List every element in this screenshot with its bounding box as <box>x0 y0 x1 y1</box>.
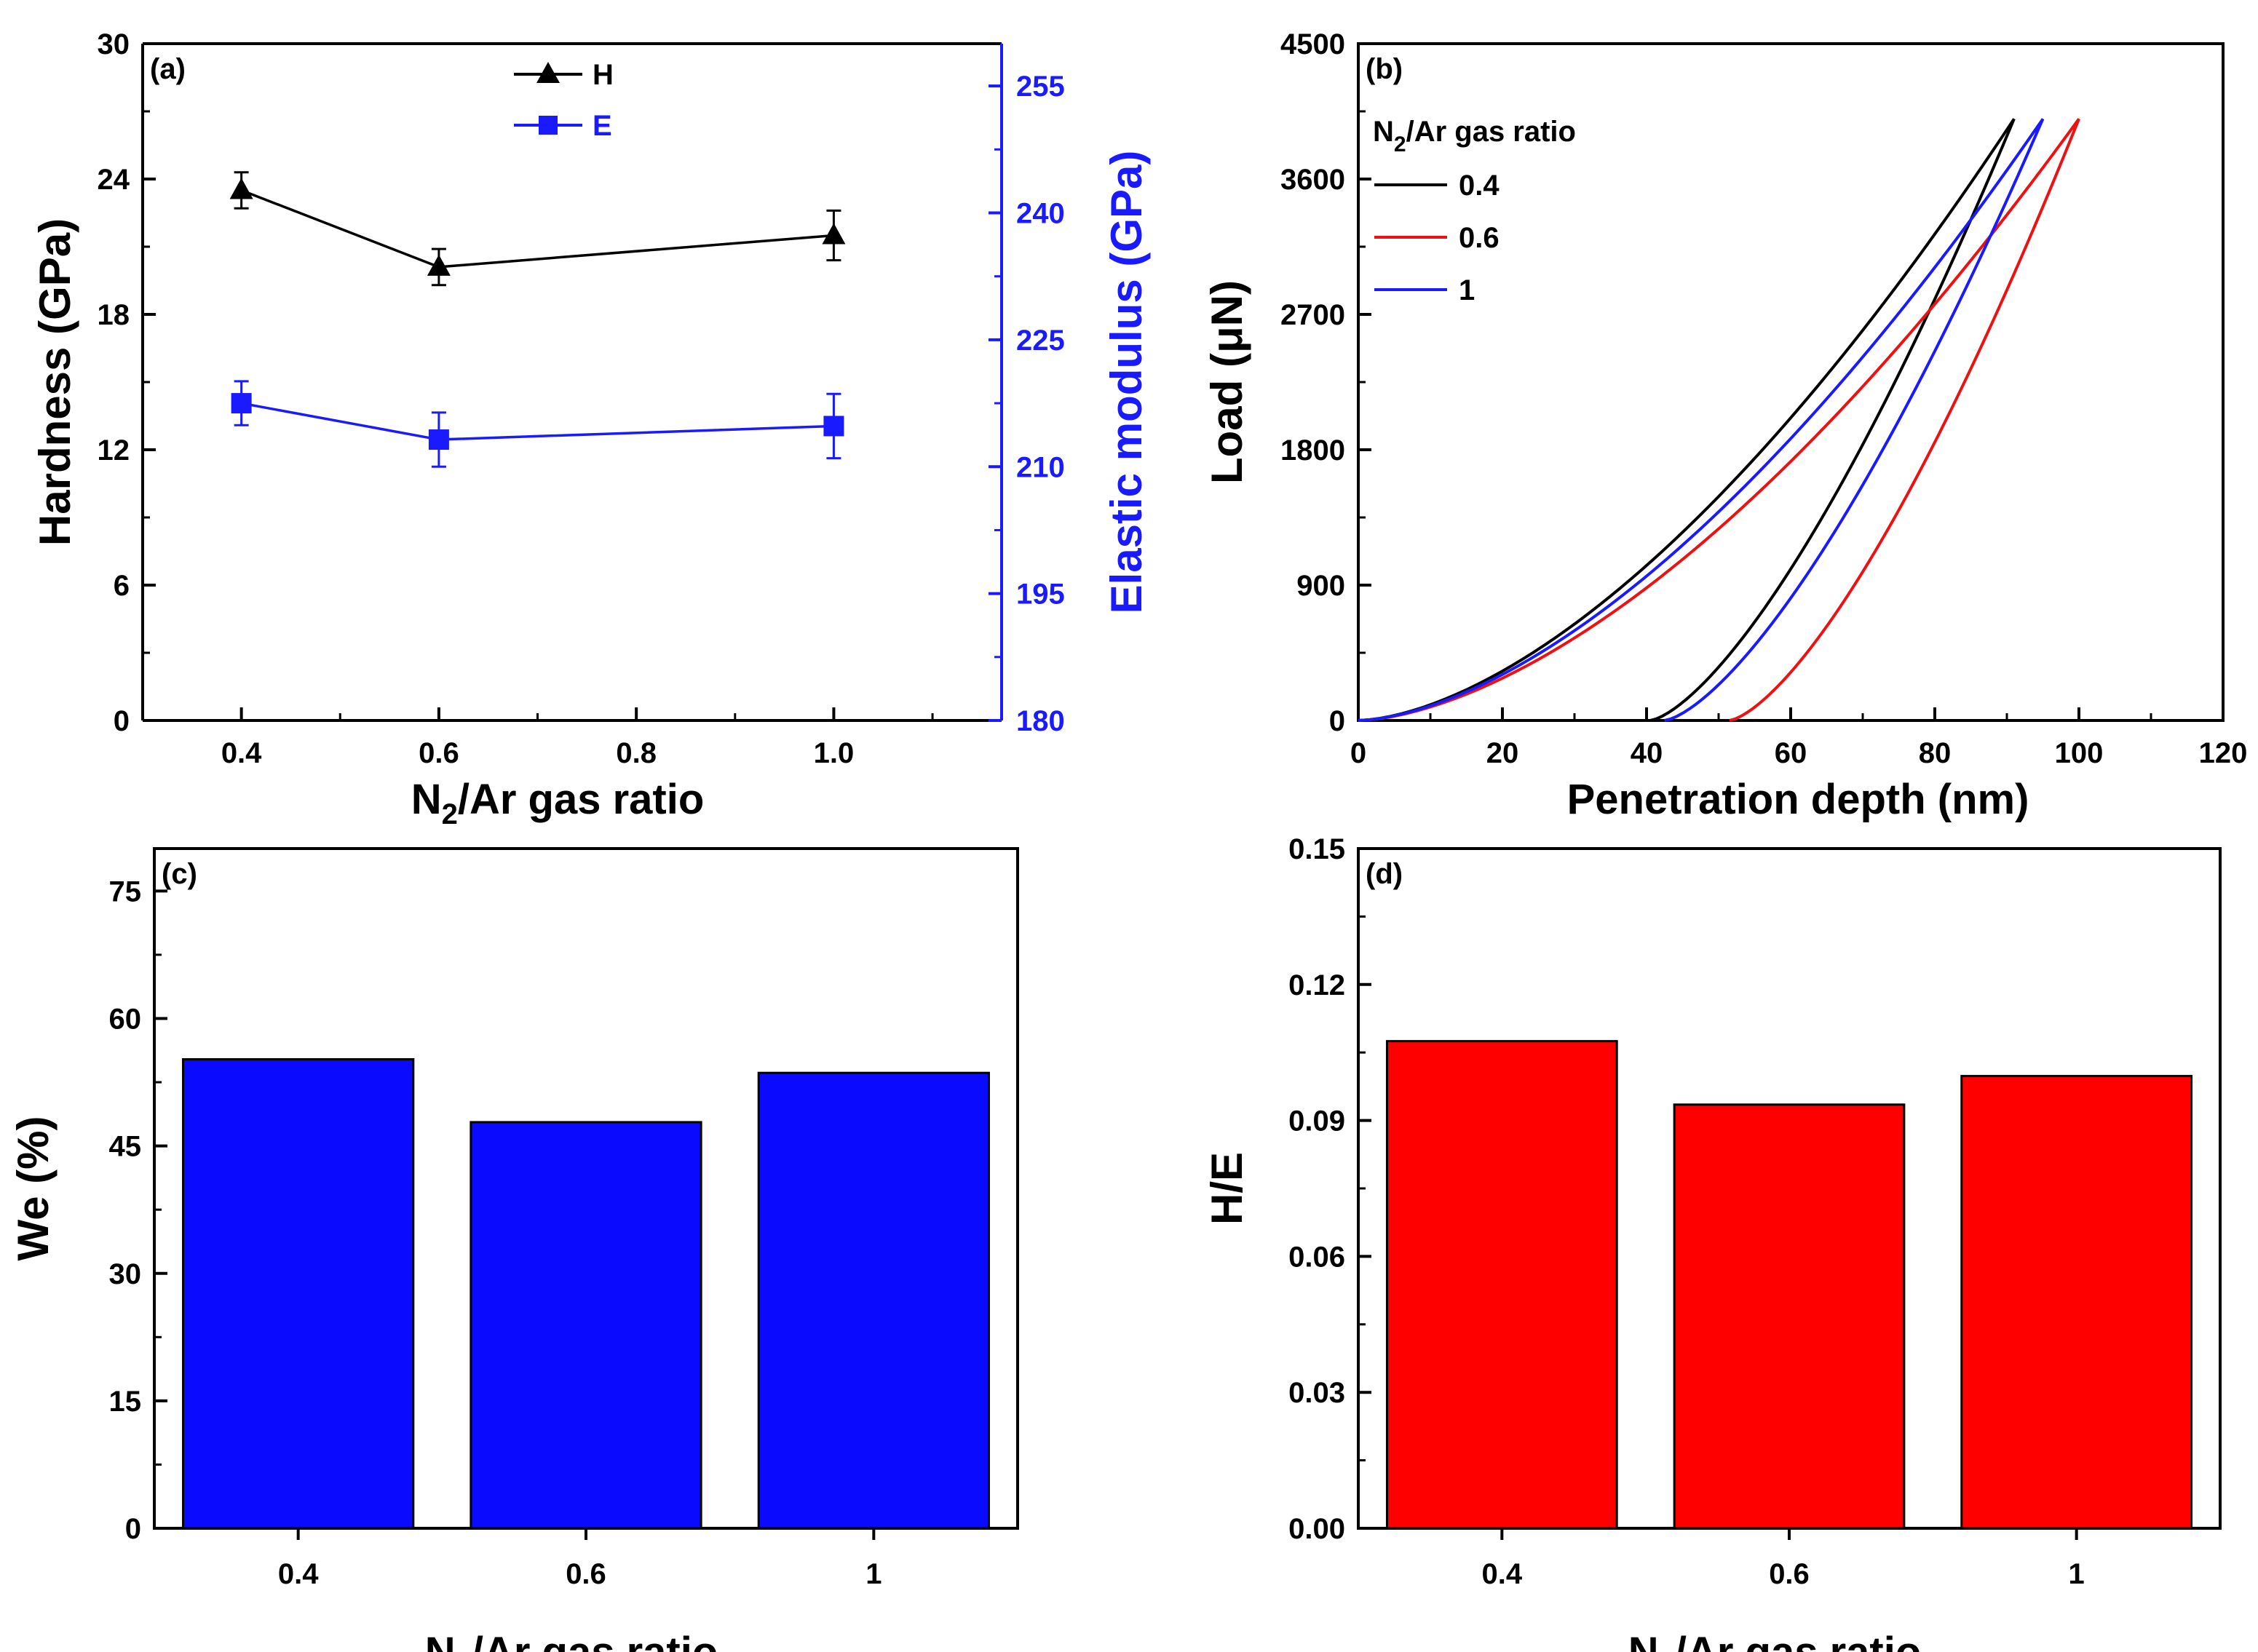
b-ytick-label: 900 <box>1296 570 1345 602</box>
b-legend-label-1: 1 <box>1459 274 1475 306</box>
c-xtick-label: 0.4 <box>278 1558 319 1590</box>
b-xtick-label: 40 <box>1631 737 1663 769</box>
a-ytick-label: 12 <box>98 434 130 466</box>
c-ytick-label: 45 <box>109 1131 142 1163</box>
d-panel-label: (d) <box>1366 858 1403 890</box>
d-ytick-label: 0.03 <box>1288 1377 1345 1409</box>
d-bar-0.4 <box>1385 1040 1618 1530</box>
c-ytick-label: 30 <box>109 1258 142 1290</box>
panel-c: 0 15 30 45 60 75 0.4 0.6 1 (c) We (%) N2/Ar gas rat… <box>9 847 1019 1652</box>
b-xtick-label: 120 <box>2199 737 2248 769</box>
c-bar-0.4 <box>182 1058 415 1530</box>
panel-b: 0 900 1800 2700 3600 4500 0 20 40 60 80 100 120 N2/Ar… <box>1203 28 2247 823</box>
a-point-H <box>427 254 451 276</box>
b-legend-label-0.4: 0.4 <box>1459 170 1500 202</box>
d-ytick-label: 0.06 <box>1288 1241 1345 1273</box>
c-ytick-label: 75 <box>109 875 142 908</box>
a-line-E <box>241 402 834 441</box>
c-panel-label: (c) <box>162 858 197 890</box>
a-ytick-label: 0 <box>114 705 130 737</box>
d-bar-1 <box>1960 1075 2193 1530</box>
b-xlabel: Penetration depth (nm) <box>1567 776 2029 823</box>
c-ytick-label: 15 <box>109 1386 142 1418</box>
b-xtick-label: 100 <box>2055 737 2104 769</box>
c-ylabel: We (%) <box>9 1116 58 1261</box>
a-point-E <box>428 429 449 450</box>
a-point-H <box>822 223 846 245</box>
a-point-H <box>229 178 253 199</box>
a-point-E <box>823 416 844 437</box>
a-right-tick-label: 195 <box>1016 579 1065 611</box>
b-xtick-label: 80 <box>1919 737 1952 769</box>
a-legend-marker-H <box>536 62 560 83</box>
b-legend-title: N2/Ar gas ratio <box>1373 116 1576 156</box>
b-curve-0.4 <box>1358 118 2016 722</box>
a-point-E <box>231 393 252 414</box>
a-legend-marker-E <box>539 116 558 135</box>
a-ylabel-left: Hardness (GPa) <box>31 218 79 546</box>
d-ytick-label: 0.09 <box>1288 1105 1345 1137</box>
a-ylabel-right: Elastic modulus (GPa) <box>1102 151 1151 614</box>
b-xtick-label: 60 <box>1775 737 1807 769</box>
a-xtick-label: 1.0 <box>814 737 855 769</box>
d-xtick-label: 0.4 <box>1482 1558 1523 1590</box>
a-legend-label-E: E <box>593 110 612 142</box>
b-ytick-label: 3600 <box>1280 164 1345 196</box>
d-xlabel: N2/Ar gas ratio <box>1628 1629 1922 1652</box>
c-ytick-label: 0 <box>125 1513 141 1545</box>
b-legend-label-0.6: 0.6 <box>1459 222 1500 254</box>
b-curve-0.6 <box>1358 118 2080 722</box>
a-ytick-label: 6 <box>114 570 130 602</box>
c-bar-0.6 <box>470 1121 702 1530</box>
b-ytick-label: 0 <box>1329 705 1345 737</box>
panel-a: 0 6 12 18 24 30 180 195 210 225 240 255 0.4 0.6 0.8 1.0… <box>31 28 1151 830</box>
b-xtick-label: 20 <box>1486 737 1519 769</box>
c-xlabel: N2/Ar gas ratio <box>425 1629 718 1652</box>
panel-d: 0.00 0.03 0.06 0.09 0.12 0.15 0.4 0.6 1 (d) H/E N2/… <box>1203 833 2222 1652</box>
b-xtick-label: 0 <box>1350 737 1366 769</box>
b-panel-label: (b) <box>1366 53 1403 85</box>
a-ytick-label: 24 <box>98 164 130 196</box>
d-xtick-label: 0.6 <box>1769 1558 1810 1590</box>
b-ytick-label: 4500 <box>1280 28 1345 60</box>
a-right-tick-label: 240 <box>1016 198 1065 230</box>
d-ytick-label: 0.12 <box>1288 969 1345 1001</box>
a-right-tick-label: 225 <box>1016 325 1065 357</box>
a-xlabel: N2/Ar gas ratio <box>411 776 705 830</box>
a-ytick-label: 18 <box>98 299 130 331</box>
d-ylabel: H/E <box>1203 1152 1251 1225</box>
d-bar-0.6 <box>1673 1103 1906 1530</box>
a-xtick-label: 0.4 <box>221 737 262 769</box>
c-ytick-label: 60 <box>109 1004 142 1036</box>
c-xtick-label: 0.6 <box>566 1558 606 1590</box>
a-xtick-label: 0.6 <box>419 737 459 769</box>
d-xtick-label: 1 <box>2069 1558 2085 1590</box>
a-right-tick-label: 210 <box>1016 451 1065 483</box>
a-legend-label-H: H <box>593 59 614 91</box>
d-ytick-label: 0.00 <box>1288 1513 1345 1545</box>
a-right-tick-label: 180 <box>1016 705 1065 737</box>
a-line-H <box>240 188 834 269</box>
c-xtick-label: 1 <box>865 1558 882 1590</box>
b-ytick-label: 2700 <box>1280 299 1345 331</box>
b-ylabel: Load (μN) <box>1203 280 1251 484</box>
a-ytick-label: 30 <box>98 28 130 60</box>
a-xtick-label: 0.8 <box>616 737 657 769</box>
a-right-tick-label: 255 <box>1016 71 1065 103</box>
d-ytick-label: 0.15 <box>1288 833 1345 865</box>
b-curve-1 <box>1358 118 2045 722</box>
c-bar-1 <box>757 1071 990 1530</box>
a-panel-label: (a) <box>150 53 186 85</box>
b-ytick-label: 1800 <box>1280 434 1345 466</box>
